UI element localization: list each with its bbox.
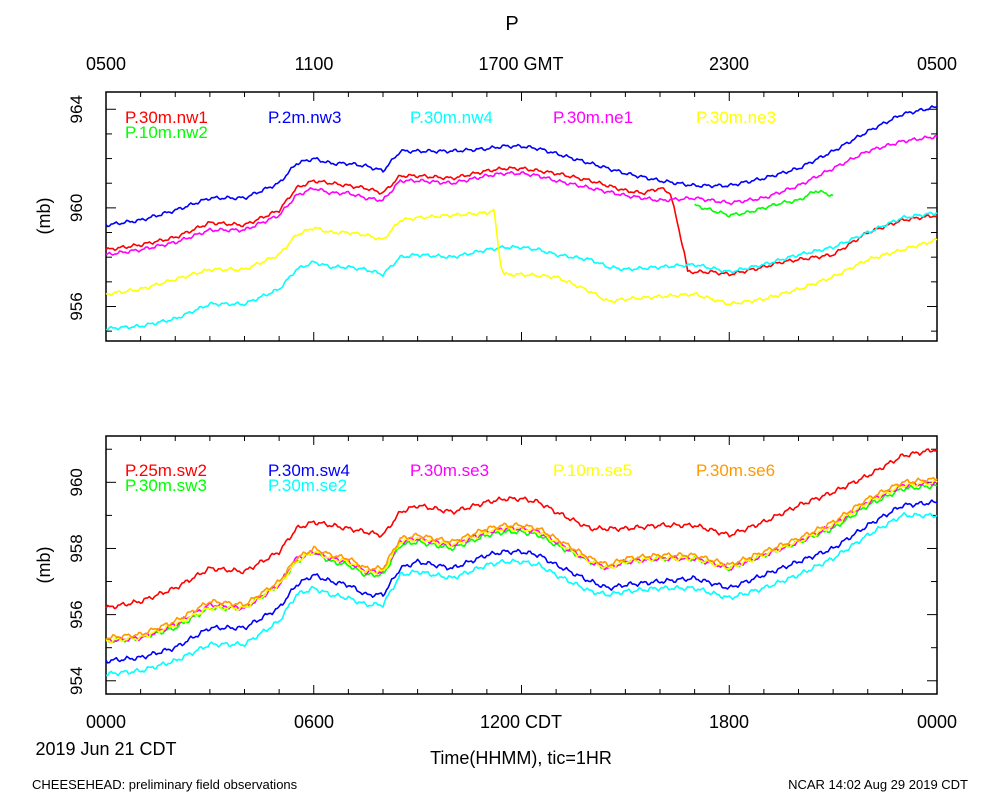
cdt-tick-label: 0000: [86, 712, 126, 732]
top-gmt-axis-labels: 0500 1100 1700 GMT 2300 0500: [86, 54, 957, 74]
top-plot-frame: [105, 91, 938, 342]
series-line-p-30m-nw4: [105, 211, 938, 331]
top-ticks: 956 960 964: [67, 92, 938, 341]
cdt-tick-label: 0600: [294, 712, 334, 732]
top-legend: P.30m.nw1 P.10m.nw2 P.2m.nw3 P.30m.nw4 P…: [125, 108, 776, 142]
top-y-tick-label: 964: [67, 95, 86, 123]
gmt-tick-label: 1700 GMT: [478, 54, 563, 74]
bottom-panel: 954 956 958 960 (mb) P.25m.sw2 P.30m.sw3 P.…: [34, 435, 938, 695]
bottom-y-tick-label: 960: [67, 468, 86, 496]
series-line-p-30m-sw4: [105, 499, 938, 664]
bottom-y-tick-label: 956: [67, 600, 86, 628]
series-line-p-30m-se2: [105, 511, 938, 677]
legend-entry: P.30m.sw4: [268, 461, 350, 480]
legend-entry: P.25m.sw2: [125, 461, 207, 480]
cdt-tick-label: 1200 CDT: [480, 712, 562, 732]
legend-entry: P.30m.sw3: [125, 476, 207, 495]
bottom-y-axis-label: (mb): [34, 547, 54, 584]
gmt-tick-label: 0500: [917, 54, 957, 74]
series-line-p-30m-se3: [105, 480, 938, 644]
x-axis-label: Time(HHMM), tic=1HR: [430, 748, 612, 768]
top-y-tick-label: 956: [67, 292, 86, 320]
footer-left: CHEESEHEAD: preliminary field observatio…: [32, 777, 298, 792]
top-panel: 956 960 964 (mb) P.30m.nw1 P.10m.nw2 P.2m.…: [34, 91, 938, 342]
gmt-tick-label: 0500: [86, 54, 126, 74]
series-line-p-10m-nw2: [694, 189, 834, 218]
bottom-plot-frame: [105, 435, 938, 695]
gmt-tick-label: 2300: [709, 54, 749, 74]
top-series: [105, 105, 938, 331]
legend-entry: P.2m.nw3: [268, 108, 341, 127]
legend-entry: P.10m.se5: [553, 461, 632, 480]
gmt-tick-label: 1100: [295, 54, 334, 74]
legend-entry: P.30m.nw1: [125, 108, 208, 127]
bottom-series: [105, 448, 938, 677]
cdt-tick-label: 1800: [709, 712, 749, 732]
series-line-p-30m-se6: [105, 476, 938, 641]
footer-right: NCAR 14:02 Aug 29 2019 CDT: [788, 777, 968, 792]
series-line-p-2m-nw3: [105, 105, 938, 228]
legend-entry: P.30m.ne3: [696, 108, 776, 127]
date-label: 2019 Jun 21 CDT: [35, 739, 176, 759]
legend-entry: P.10m.nw2: [125, 123, 208, 142]
bottom-ticks: 954 956 958 960: [67, 436, 938, 695]
legend-entry: P.30m.se2: [268, 476, 347, 495]
bottom-y-tick-label: 954: [67, 667, 86, 695]
series-line-p-30m-ne3: [105, 208, 938, 306]
series-line-p-30m-nw1: [105, 166, 938, 277]
legend-entry: P.30m.nw4: [410, 108, 493, 127]
bottom-legend: P.25m.sw2 P.30m.sw3 P.30m.sw4 P.30m.se2 …: [125, 461, 775, 495]
series-line-p-10m-se5: [105, 479, 938, 645]
bottom-y-tick-label: 958: [67, 534, 86, 562]
bottom-cdt-axis-labels: 0000 0600 1200 CDT 1800 0000: [86, 712, 957, 732]
cdt-tick-label: 0000: [917, 712, 957, 732]
top-y-axis-label: (mb): [34, 198, 54, 235]
legend-entry: P.30m.se3: [410, 461, 489, 480]
legend-entry: P.30m.se6: [696, 461, 775, 480]
series-line-p-30m-ne1: [105, 134, 938, 256]
legend-entry: P.30m.ne1: [553, 108, 633, 127]
figure-title: P: [505, 13, 518, 35]
series-line-p-25m-sw2: [105, 448, 938, 610]
top-y-tick-label: 960: [67, 194, 86, 222]
